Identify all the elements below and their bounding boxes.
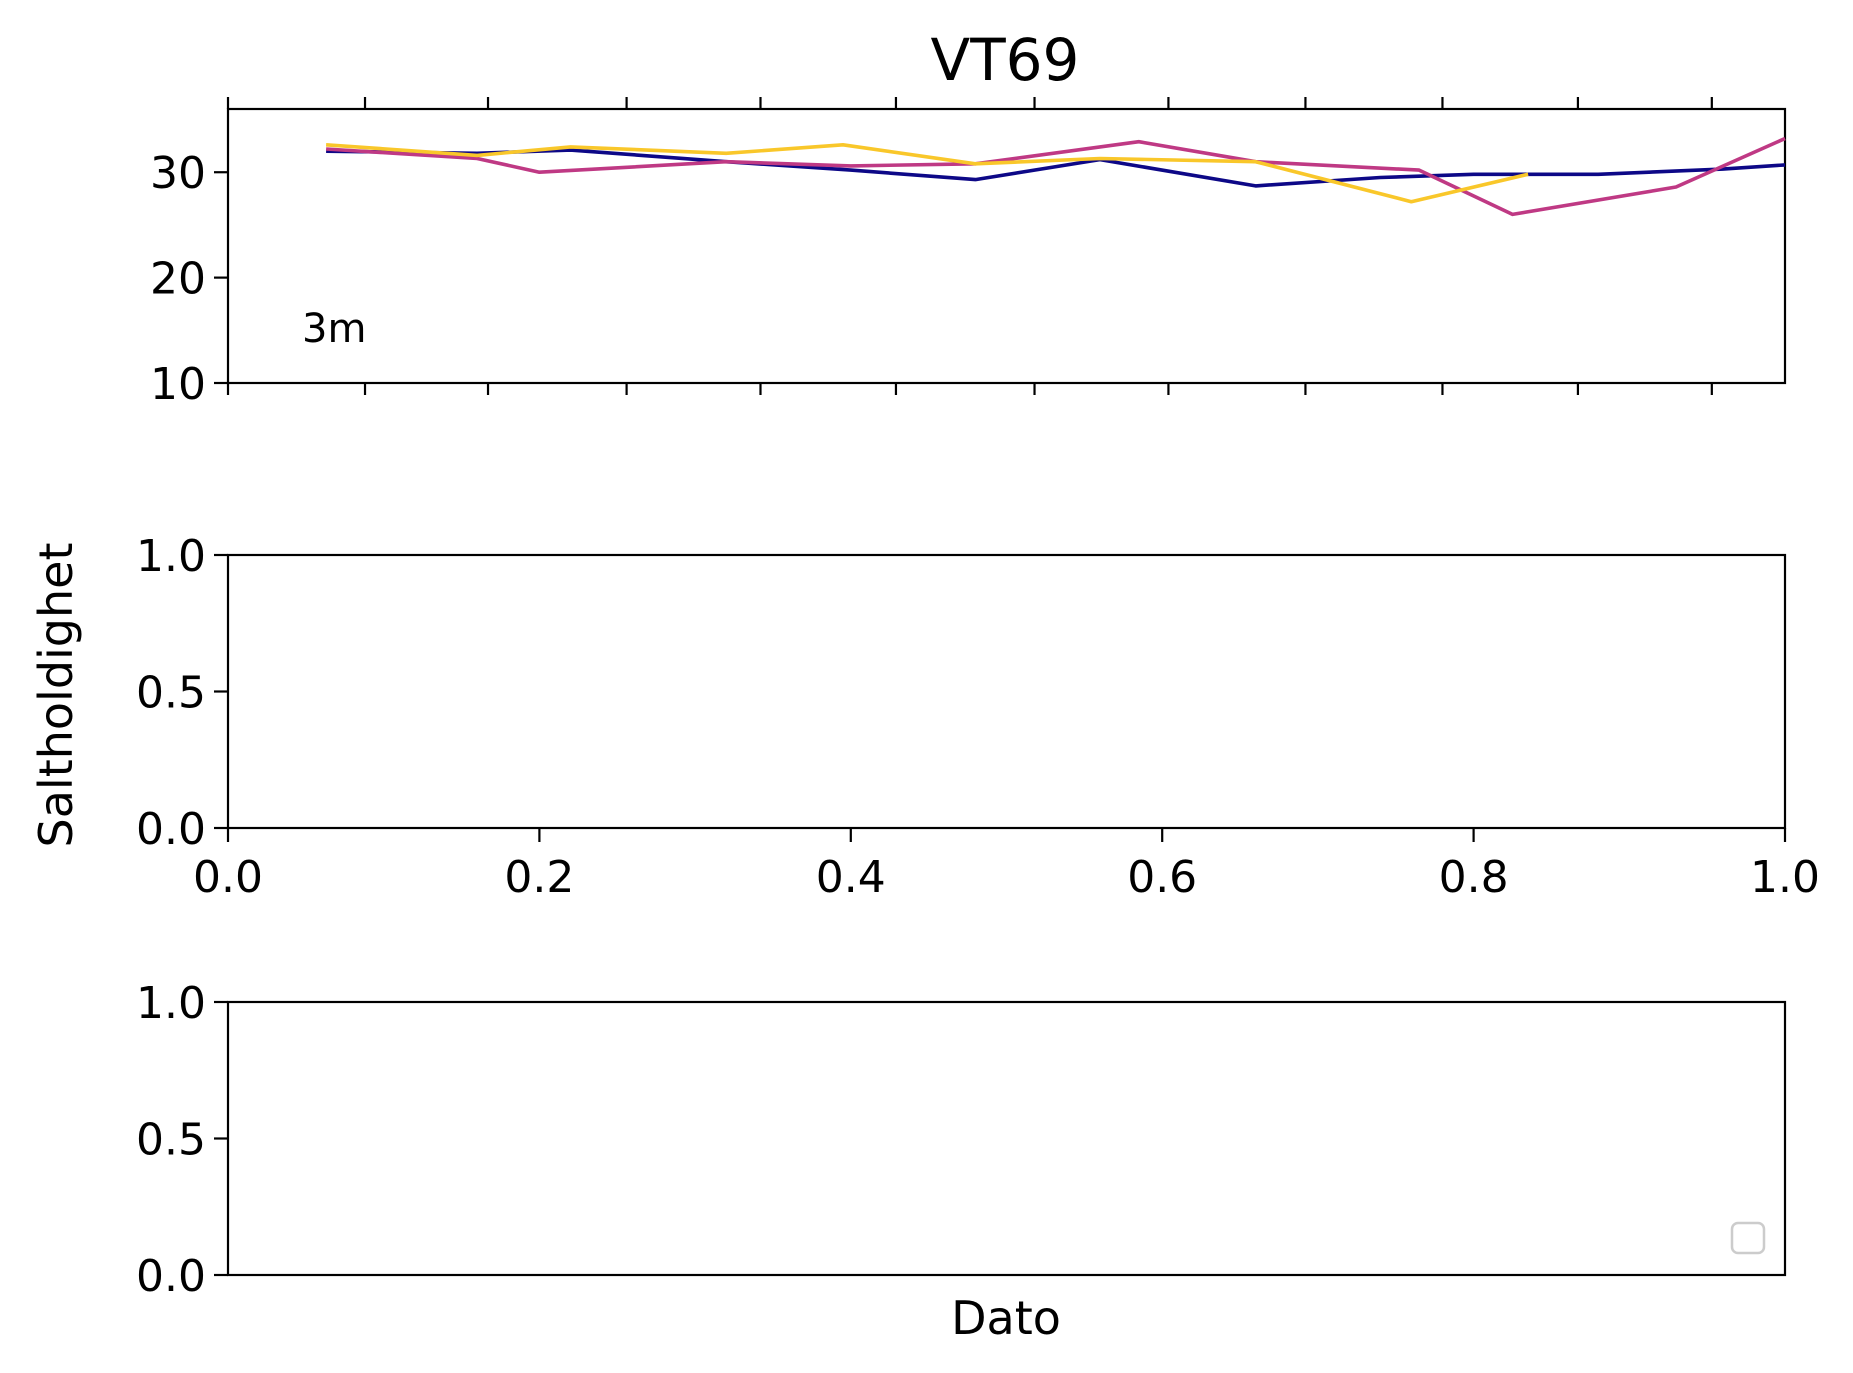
empty-legend-box bbox=[1730, 1221, 1766, 1255]
x-axis-label: Dato bbox=[951, 1291, 1061, 1345]
depth-annotation: 3m bbox=[302, 306, 366, 352]
panel-top-frame bbox=[226, 107, 1787, 385]
y-tick-label: 1.0 bbox=[136, 978, 206, 1029]
y-tick-label: 20 bbox=[150, 254, 206, 305]
y-tick-label: 0.0 bbox=[136, 804, 206, 855]
series-line bbox=[325, 136, 1786, 217]
panel-middle-frame bbox=[226, 553, 1787, 830]
x-tick-label: 1.0 bbox=[1750, 852, 1820, 903]
chart-title: VT69 bbox=[931, 26, 1080, 94]
panel-top-series bbox=[325, 136, 1786, 217]
panel-bottom-frame bbox=[226, 1000, 1787, 1277]
panel-top-ticks: 10 20 30 bbox=[150, 97, 1713, 410]
series-line bbox=[326, 148, 1786, 188]
x-tick-label: 0.8 bbox=[1439, 852, 1509, 903]
y-tick-label: 0.5 bbox=[136, 668, 206, 719]
x-tick-label: 0.2 bbox=[504, 852, 574, 903]
series-line bbox=[325, 143, 1529, 204]
x-tick-label: 0.0 bbox=[193, 852, 263, 903]
panel-middle-ticks: 0.0 0.5 1.0 0.0 0.2 0.4 0.6 0.8 1.0 bbox=[136, 531, 1820, 903]
panel-bottom-ticks: 0.0 0.5 1.0 bbox=[136, 978, 228, 1302]
x-tick-label: 0.6 bbox=[1127, 852, 1197, 903]
panel-top: 10 20 30 3m bbox=[150, 97, 1787, 410]
x-tick-label: 0.4 bbox=[816, 852, 886, 903]
y-axis-label: Saltholdighet bbox=[29, 543, 83, 848]
y-tick-label: 1.0 bbox=[136, 531, 206, 582]
y-tick-label: 10 bbox=[150, 359, 206, 410]
y-tick-label: 0.0 bbox=[136, 1251, 206, 1302]
y-tick-label: 0.5 bbox=[136, 1115, 206, 1166]
y-tick-label: 30 bbox=[150, 148, 206, 199]
panel-middle: 0.0 0.5 1.0 0.0 0.2 0.4 0.6 0.8 1.0 bbox=[136, 531, 1820, 903]
panel-bottom: 0.0 0.5 1.0 bbox=[136, 978, 1787, 1302]
